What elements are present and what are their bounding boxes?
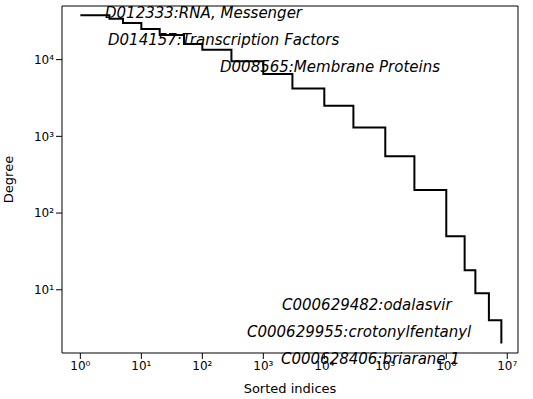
html-text:C000629955:crotonylfentanyl: C000629955:crotonylfentanyl — [247, 323, 472, 341]
svg-text:10⁷: 10⁷ — [497, 359, 517, 373]
html-text:C000629482:odalasvir: C000629482:odalasvir — [282, 296, 452, 314]
svg-text:10⁰: 10⁰ — [70, 359, 90, 373]
svg-text:10¹: 10¹ — [131, 359, 151, 373]
svg-text:Degree: Degree — [1, 156, 16, 203]
svg-text:10³: 10³ — [34, 130, 54, 144]
html-text:D014157:Transcription Factors: D014157:Transcription Factors — [108, 31, 340, 49]
html-text:C000628406:briarane 1: C000628406:briarane 1 — [281, 350, 460, 368]
svg-text:10²: 10² — [192, 359, 212, 373]
svg-text:10³: 10³ — [253, 359, 273, 373]
html-text:D012333:RNA, Messenger: D012333:RNA, Messenger — [105, 4, 302, 22]
svg-text:10⁴: 10⁴ — [34, 53, 54, 67]
svg-text:10²: 10² — [34, 206, 54, 220]
svg-text:Sorted indices: Sorted indices — [244, 381, 337, 396]
svg-text:10¹: 10¹ — [34, 283, 54, 297]
html-text:D008565:Membrane Proteins: D008565:Membrane Proteins — [220, 58, 440, 76]
